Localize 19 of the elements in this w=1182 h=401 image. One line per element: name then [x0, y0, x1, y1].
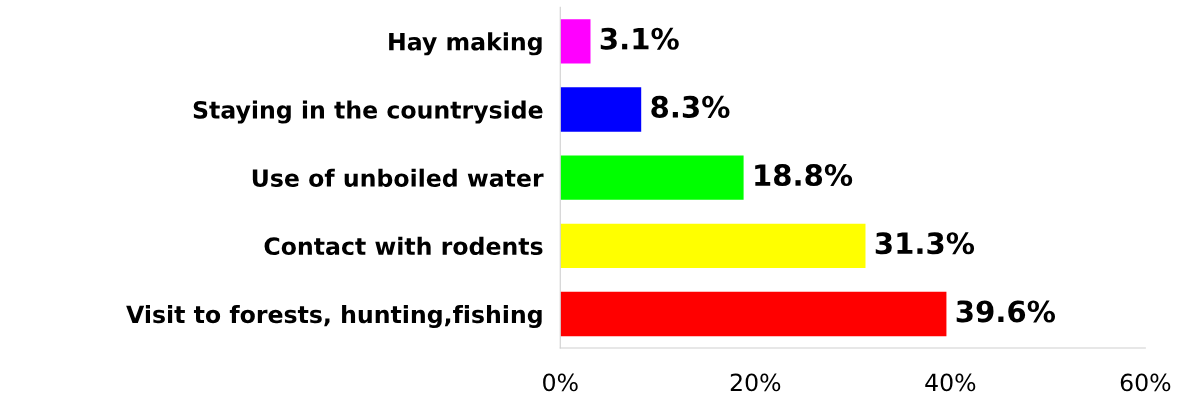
data-label: 31.3%	[875, 232, 975, 255]
y-tick-label: Contact with rodents	[264, 236, 543, 256]
y-tick-label: Visit to forests, hunting,fishing	[126, 305, 542, 329]
bar	[560, 223, 866, 268]
x-tick-label: 60%	[1120, 373, 1171, 392]
bar	[560, 87, 642, 132]
x-tick-label: 40%	[925, 373, 976, 392]
y-tick-label: Use of unboiled water	[252, 168, 544, 187]
data-label: 3.1%	[600, 27, 679, 50]
y-tick-label: Staying in the countryside	[193, 100, 543, 124]
data-label: 8.3%	[651, 95, 730, 118]
data-label: 39.6%	[956, 300, 1056, 323]
bar	[560, 155, 744, 200]
bar	[560, 19, 591, 64]
data-label: 18.8%	[755, 164, 853, 187]
y-tick-label: Hay making	[389, 32, 542, 56]
x-tick-label: 0%	[543, 373, 578, 392]
bar	[560, 291, 947, 337]
x-tick-label: 20%	[730, 373, 781, 392]
